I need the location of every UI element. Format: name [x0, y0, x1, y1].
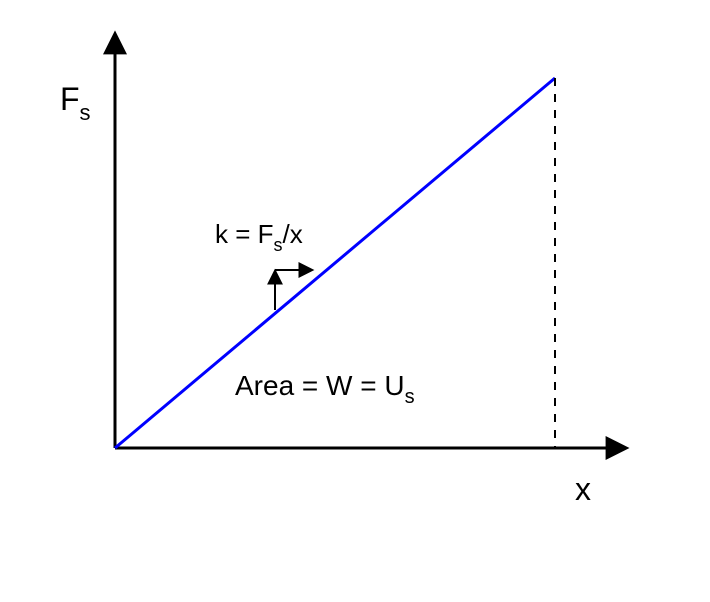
- area-label-sub: s: [405, 386, 415, 408]
- y-axis-label-sub: s: [80, 100, 91, 125]
- area-label-prefix: Area = W = U: [235, 370, 405, 401]
- y-axis-label: Fs: [60, 81, 91, 125]
- y-axis-label-main: F: [60, 81, 80, 117]
- area-label: Area = W = Us: [235, 370, 415, 408]
- slope-label-prefix: k = F: [215, 219, 274, 249]
- x-axis-label: x: [575, 471, 591, 507]
- slope-label: k = Fs/x: [215, 219, 303, 255]
- slope-label-sub: s: [274, 235, 283, 255]
- x-axis-label-main: x: [575, 471, 591, 507]
- slope-label-suffix: /x: [283, 219, 303, 249]
